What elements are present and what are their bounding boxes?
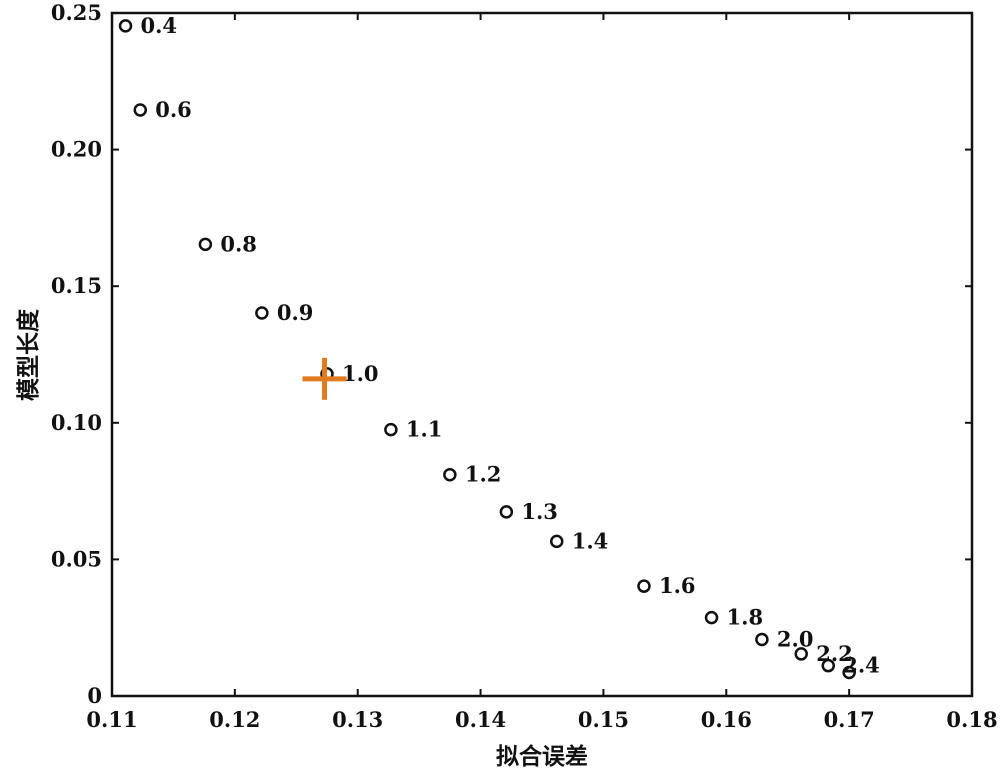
data-point bbox=[704, 610, 719, 625]
data-point-labels: 0.4 0.6 0.8 0.9 1.0 1.1 1.2 1.3 1.4 1.6 1.8 2.02.22… bbox=[141, 13, 880, 678]
data-point-label: 1.2 bbox=[465, 462, 502, 487]
y-tick-label: 0.15 bbox=[51, 273, 102, 298]
data-point bbox=[198, 237, 213, 252]
plot-frame bbox=[110, 11, 974, 698]
data-point-label: 0.8 bbox=[220, 231, 257, 256]
data-point bbox=[133, 103, 148, 117]
x-axis-title: 拟合误差 bbox=[496, 743, 588, 770]
data-point-label: 2.2 bbox=[816, 641, 853, 666]
y-axis-title: 模型长度 bbox=[15, 308, 42, 401]
data-point bbox=[549, 534, 564, 549]
data-point-label: 1.0 bbox=[342, 361, 379, 386]
data-point bbox=[255, 306, 269, 320]
data-point-label: 2.4 bbox=[843, 653, 880, 678]
optimum-marker bbox=[302, 357, 347, 400]
data-point-label: 0.9 bbox=[277, 300, 314, 325]
data-point bbox=[384, 422, 398, 437]
data-point bbox=[821, 658, 836, 673]
y-tick-label: 0.05 bbox=[51, 546, 102, 571]
data-point-label: 1.1 bbox=[406, 417, 443, 442]
x-tick-label: 0.16 bbox=[701, 707, 752, 732]
data-point bbox=[794, 647, 808, 661]
y-tick-label: 0.10 bbox=[51, 410, 102, 435]
y-tick-label: 0.20 bbox=[51, 137, 102, 162]
data-point-label: 1.6 bbox=[659, 573, 696, 598]
data-point bbox=[842, 665, 856, 680]
data-points bbox=[118, 19, 856, 680]
x-tick-label: 0.15 bbox=[578, 707, 629, 732]
y-tick-label: 0.25 bbox=[51, 0, 102, 25]
data-point bbox=[755, 632, 769, 647]
data-point-label: 1.4 bbox=[572, 528, 609, 553]
x-tick-label: 0.12 bbox=[209, 707, 260, 732]
data-point-label: 2.0 bbox=[777, 626, 814, 651]
x-tick-label: 0.17 bbox=[824, 707, 875, 732]
data-point bbox=[118, 19, 133, 33]
data-point-label: 1.3 bbox=[521, 499, 558, 524]
data-point bbox=[637, 579, 651, 593]
data-point-label: 0.4 bbox=[141, 13, 178, 38]
data-point-label: 1.8 bbox=[727, 605, 764, 630]
x-tick-label: 0.14 bbox=[455, 707, 506, 732]
x-tick-label: 0.11 bbox=[86, 707, 137, 732]
x-tick-label: 0.18 bbox=[946, 707, 997, 732]
axis-tick-labels: 0.11 0.12 0.13 0.14 0.15 0.16 0.17 0.18 0 0.05 0.1… bbox=[51, 0, 998, 732]
x-tick-label: 0.13 bbox=[332, 707, 383, 732]
axis-ticks bbox=[111, 12, 973, 697]
data-point-label: 0.6 bbox=[155, 97, 192, 122]
y-tick-label: 0 bbox=[87, 683, 102, 708]
data-point bbox=[443, 467, 457, 482]
data-point bbox=[499, 505, 514, 519]
